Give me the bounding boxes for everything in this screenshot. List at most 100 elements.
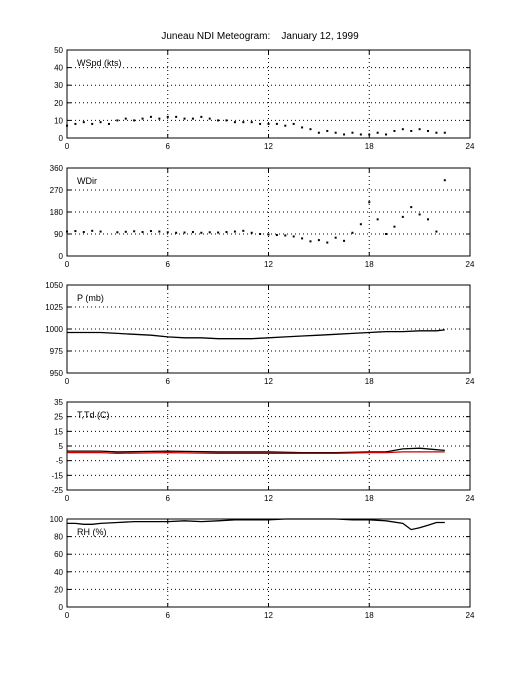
- data-point: [74, 230, 77, 233]
- data-point: [284, 234, 287, 237]
- y-tick-label: 0: [59, 134, 64, 143]
- data-point: [443, 179, 446, 182]
- data-point: [334, 236, 337, 239]
- x-tick-label: 24: [466, 260, 475, 269]
- data-point: [200, 231, 203, 234]
- data-point: [82, 121, 85, 124]
- x-tick-label: 6: [166, 142, 171, 151]
- data-point: [376, 218, 379, 221]
- x-tick-label: 18: [365, 142, 374, 151]
- x-tick-label: 6: [166, 611, 171, 620]
- data-point: [149, 115, 152, 118]
- data-point: [301, 237, 304, 240]
- data-point: [292, 122, 295, 125]
- data-point: [124, 117, 127, 120]
- y-tick-label: 60: [54, 550, 63, 559]
- data-point: [275, 233, 278, 236]
- data-point: [116, 231, 119, 234]
- data-point: [225, 231, 228, 234]
- panel-0: 0 6 12 18 24 0 10 20 30 40 50 WSpd (kts): [54, 46, 475, 151]
- data-point: [158, 117, 161, 120]
- data-point: [183, 231, 186, 234]
- x-tick-label: 6: [166, 377, 171, 386]
- data-point: [427, 129, 430, 132]
- data-point: [326, 241, 329, 244]
- y-tick-label: 25: [54, 413, 63, 422]
- data-point: [326, 129, 329, 132]
- data-point: [158, 230, 161, 233]
- data-point: [301, 126, 304, 129]
- x-tick-label: 18: [365, 260, 374, 269]
- data-point: [217, 119, 220, 122]
- x-tick-label: 18: [365, 494, 374, 503]
- y-tick-label: 100: [50, 515, 64, 524]
- y-tick-label: 1025: [45, 303, 63, 312]
- y-tick-label: 950: [50, 369, 64, 378]
- data-point: [376, 131, 379, 134]
- data-point: [284, 124, 287, 127]
- x-tick-label: 0: [65, 377, 70, 386]
- x-tick-label: 12: [264, 611, 273, 620]
- data-point: [250, 231, 253, 234]
- data-point: [200, 115, 203, 118]
- data-point: [233, 121, 236, 124]
- data-point: [309, 240, 312, 243]
- y-tick-label: 0: [59, 252, 64, 261]
- data-point: [82, 231, 85, 234]
- x-tick-label: 0: [65, 142, 70, 151]
- data-point: [418, 128, 421, 131]
- data-point: [443, 131, 446, 134]
- panel-label: RH (%): [77, 527, 107, 537]
- data-point: [66, 230, 68, 233]
- panel-2: 0 6 12 18 24 950 975 1000 1025 1050 P (mb): [45, 281, 475, 386]
- data-point: [116, 119, 119, 122]
- data-point: [141, 117, 144, 120]
- y-tick-label: 15: [54, 427, 63, 436]
- data-point: [141, 231, 144, 234]
- data-point: [91, 122, 94, 125]
- y-tick-label: 40: [54, 568, 63, 577]
- data-point: [191, 117, 194, 120]
- data-point: [133, 119, 136, 122]
- data-point: [99, 230, 102, 233]
- y-tick-label: 975: [50, 347, 64, 356]
- x-tick-label: 6: [166, 260, 171, 269]
- data-point: [359, 223, 362, 226]
- data-point: [343, 239, 346, 242]
- y-tick-label: 90: [54, 230, 63, 239]
- x-tick-label: 12: [264, 260, 273, 269]
- data-point: [149, 230, 152, 233]
- y-tick-label: 360: [50, 164, 64, 173]
- y-tick-label: 40: [54, 64, 63, 73]
- data-point: [317, 131, 320, 134]
- data-point: [351, 231, 354, 234]
- data-point: [217, 231, 220, 234]
- data-point: [401, 215, 404, 218]
- data-point: [368, 133, 371, 136]
- data-point: [401, 128, 404, 131]
- series-line-0: [67, 518, 445, 531]
- panel-label: P (mb): [77, 293, 104, 303]
- y-tick-label: -15: [51, 471, 63, 480]
- data-point: [427, 218, 430, 221]
- data-point: [133, 230, 136, 233]
- data-point: [250, 121, 253, 124]
- y-tick-label: 10: [54, 116, 63, 125]
- data-point: [74, 122, 77, 125]
- data-point: [99, 121, 102, 124]
- data-point: [275, 122, 278, 125]
- data-point: [410, 206, 413, 209]
- y-tick-label: 5: [59, 442, 64, 451]
- y-tick-label: -5: [56, 457, 64, 466]
- panel-1: 0 6 12 18 24 0 90 180 270 360 WDir: [50, 164, 475, 269]
- y-tick-label: 35: [54, 398, 63, 407]
- y-tick-label: 1000: [45, 325, 63, 334]
- x-tick-label: 24: [466, 142, 475, 151]
- data-point: [334, 131, 337, 134]
- data-point: [435, 230, 438, 233]
- data-point: [225, 119, 228, 122]
- data-point: [259, 122, 262, 125]
- y-tick-label: 80: [54, 533, 63, 542]
- data-point: [166, 115, 169, 118]
- panel-label: WSpd (kts): [77, 58, 122, 68]
